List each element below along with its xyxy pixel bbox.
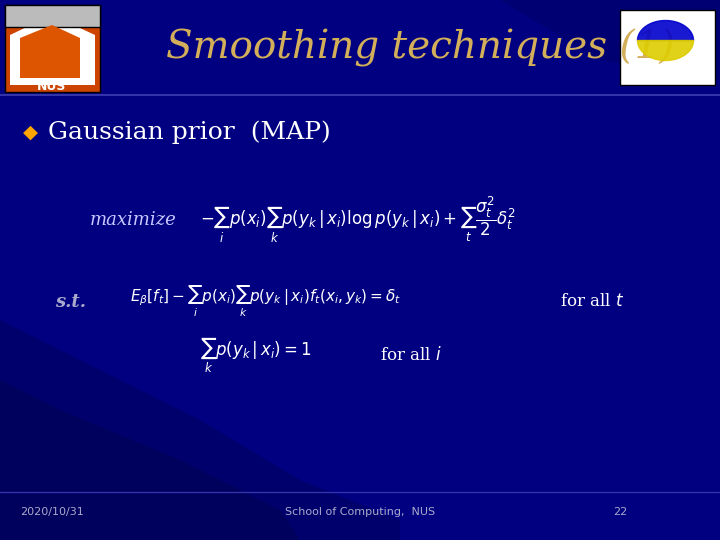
Text: NUS: NUS xyxy=(37,80,67,93)
Polygon shape xyxy=(20,25,80,78)
Polygon shape xyxy=(400,0,720,80)
Polygon shape xyxy=(0,320,400,540)
FancyBboxPatch shape xyxy=(620,10,715,85)
Text: ◆: ◆ xyxy=(22,123,37,141)
Text: Smoothing techniques (1): Smoothing techniques (1) xyxy=(166,29,674,67)
FancyBboxPatch shape xyxy=(5,5,100,27)
FancyBboxPatch shape xyxy=(5,5,100,92)
Text: $-\sum_i p(x_i)\sum_k p(y_k\,|\,x_i)\log p(y_k\,|\,x_i) + \sum_t \dfrac{\sigma_t: $-\sum_i p(x_i)\sum_k p(y_k\,|\,x_i)\log… xyxy=(200,195,516,245)
Text: maximize: maximize xyxy=(90,211,176,229)
Polygon shape xyxy=(0,380,300,540)
Text: s.t.: s.t. xyxy=(55,293,86,311)
Text: for all $t$: for all $t$ xyxy=(560,294,624,310)
Polygon shape xyxy=(10,15,95,85)
Text: $\sum_k p(y_k\,|\,x_i) = 1$: $\sum_k p(y_k\,|\,x_i) = 1$ xyxy=(200,335,312,375)
Text: Gaussian prior  (MAP): Gaussian prior (MAP) xyxy=(48,120,330,144)
Text: for all $i$: for all $i$ xyxy=(380,346,442,364)
Text: 22: 22 xyxy=(613,507,627,517)
Text: $E_{\beta}[f_t] - \sum_i p(x_i)\sum_k p(y_k\,|\,x_i)f_t(x_i, y_k) = \delta_t$: $E_{\beta}[f_t] - \sum_i p(x_i)\sum_k p(… xyxy=(130,285,402,319)
Text: 2020/10/31: 2020/10/31 xyxy=(20,507,84,517)
Text: School of Computing,  NUS: School of Computing, NUS xyxy=(285,507,435,517)
